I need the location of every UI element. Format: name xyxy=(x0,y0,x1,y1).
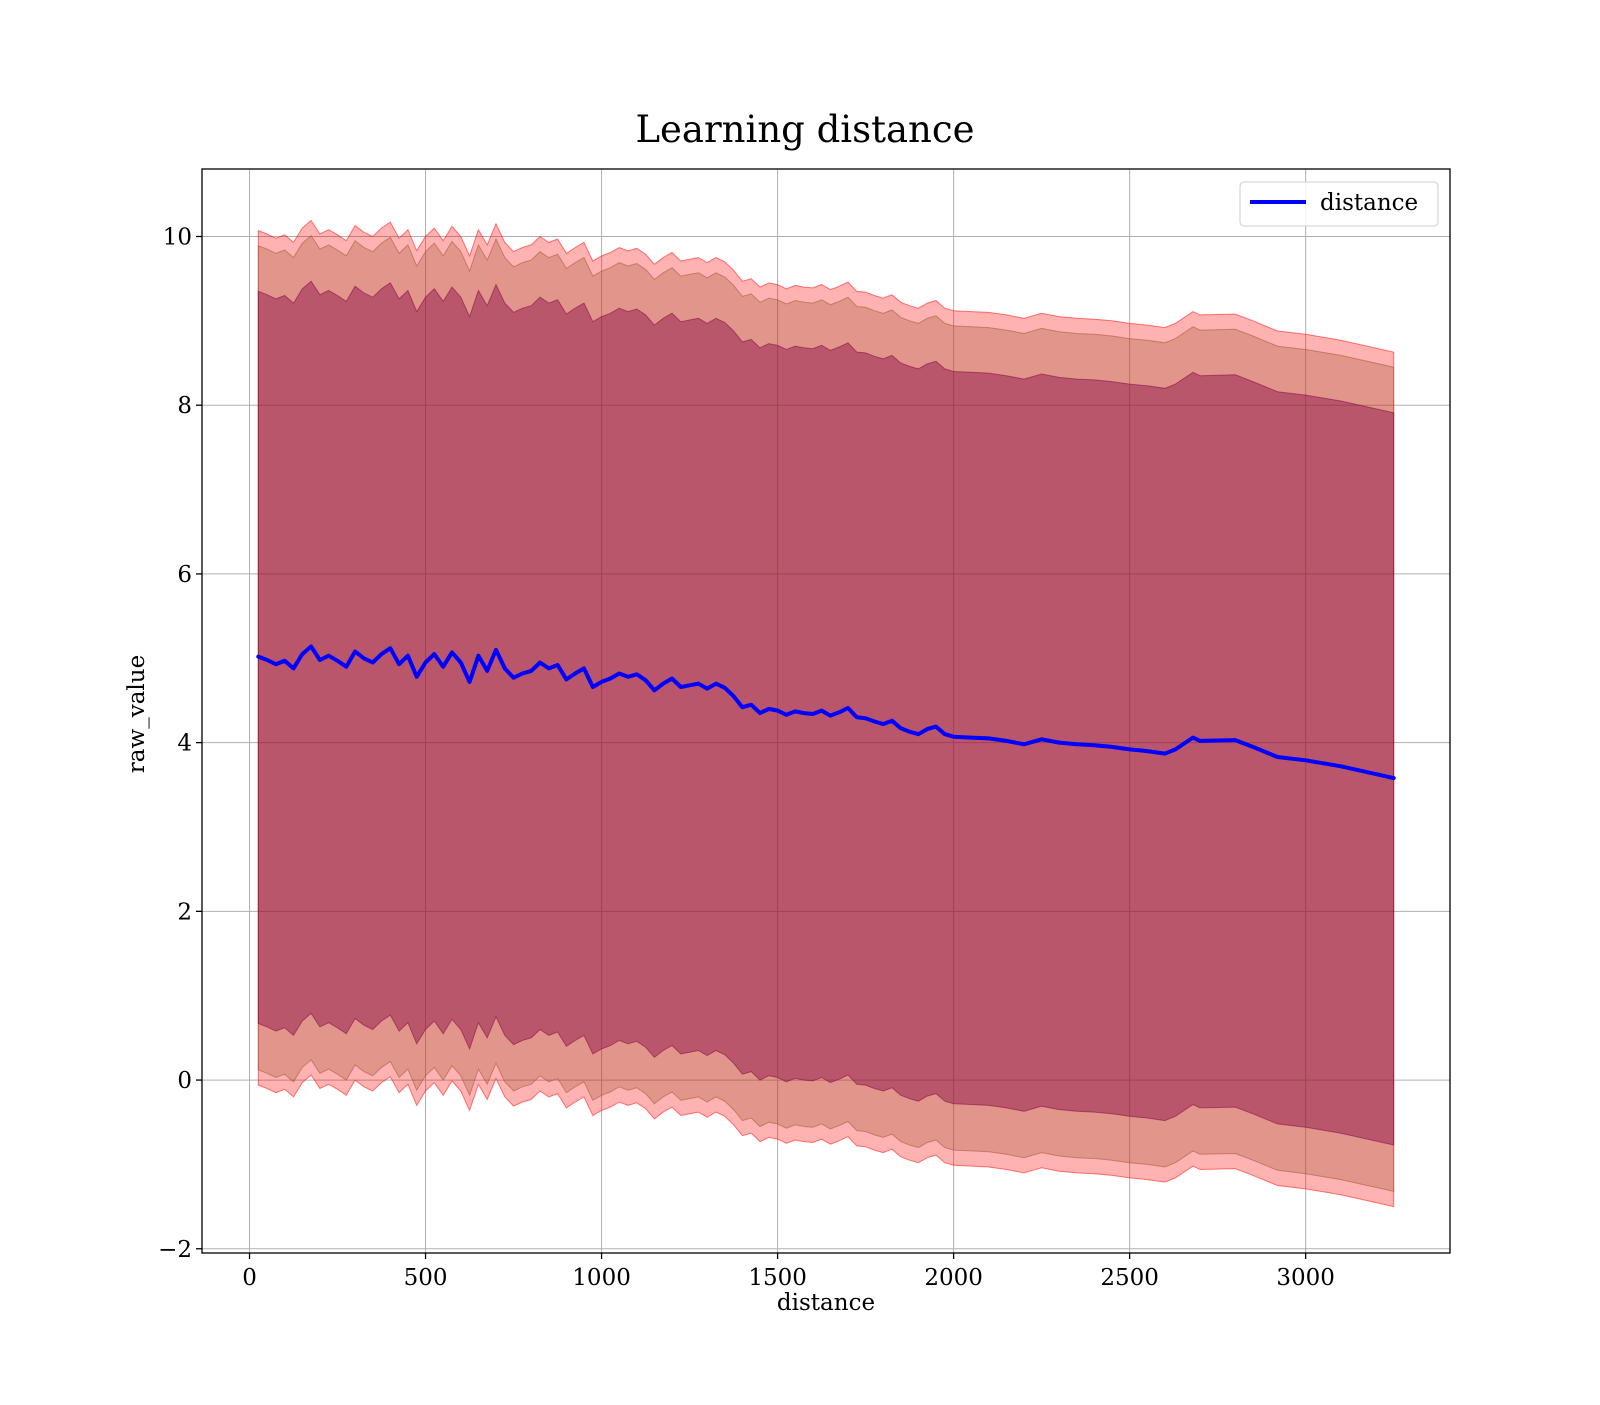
y-tick-label-2: 2 xyxy=(177,899,192,925)
x-tick-label-3: 1500 xyxy=(748,1265,807,1291)
legend: distance xyxy=(1239,181,1439,227)
legend-label-distance: distance xyxy=(1320,190,1418,216)
x-axis: 0 500 1000 1500 2000 2500 3000 xyxy=(242,1253,1335,1291)
y-tick-label-4: 6 xyxy=(177,562,192,588)
x-tick-label-4: 2000 xyxy=(924,1265,983,1291)
y-tick-label-3: 4 xyxy=(177,731,192,757)
x-tick-label-5: 2500 xyxy=(1100,1265,1159,1291)
x-tick-label-6: 3000 xyxy=(1276,1265,1335,1291)
grid xyxy=(202,169,1450,1253)
y-tick-label-1: 0 xyxy=(177,1068,192,1094)
series-line-distance xyxy=(256,644,1396,781)
x-axis-label: distance xyxy=(777,1290,875,1316)
legend-frame xyxy=(1239,181,1439,227)
chart-title: Learning distance xyxy=(635,108,974,151)
y-axis-label: raw_value xyxy=(124,655,150,773)
series-lines xyxy=(256,644,1396,781)
x-tick-label-1: 500 xyxy=(404,1265,448,1291)
y-tick-label-6: 10 xyxy=(163,224,192,250)
x-tick-label-2: 1000 xyxy=(572,1265,631,1291)
y-axis: −2 0 2 4 6 8 10 xyxy=(158,224,202,1263)
y-tick-label-5: 8 xyxy=(177,393,192,419)
plot-frame xyxy=(201,168,1451,1254)
x-tick-label-0: 0 xyxy=(242,1265,257,1291)
y-tick-label-0: −2 xyxy=(158,1237,192,1263)
